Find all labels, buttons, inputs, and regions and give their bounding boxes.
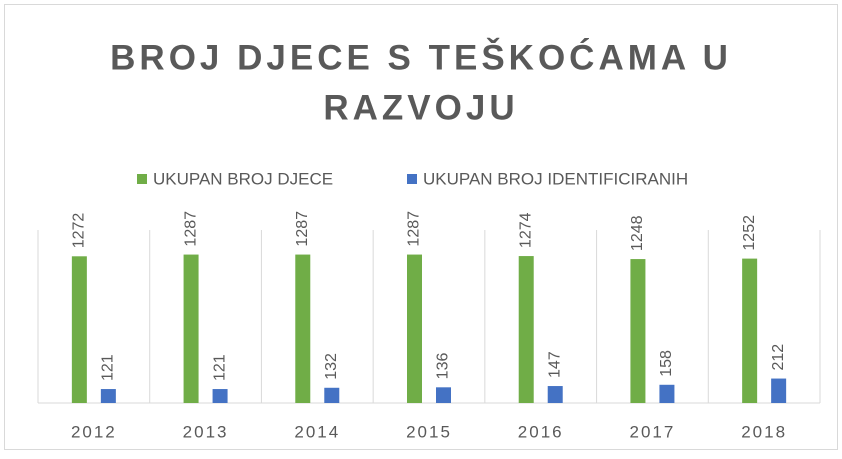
bar — [742, 258, 758, 403]
bar — [436, 387, 451, 403]
value-label: 158 — [658, 350, 675, 377]
value-label: 1287 — [406, 211, 423, 247]
value-label: 1274 — [517, 212, 534, 248]
bar — [100, 389, 116, 403]
bar — [407, 254, 422, 403]
bar — [518, 256, 534, 403]
bar — [183, 254, 199, 403]
x-tick-label: 2014 — [294, 422, 340, 441]
x-tick-label: 2016 — [518, 422, 564, 441]
value-label: 1272 — [71, 213, 88, 249]
value-label: 212 — [770, 344, 787, 371]
legend-swatch — [407, 174, 417, 184]
value-label: 121 — [100, 354, 117, 381]
bar — [324, 387, 340, 403]
bar — [71, 256, 87, 403]
bar — [659, 384, 675, 403]
value-label: 1287 — [182, 211, 199, 247]
value-label: 1252 — [741, 215, 758, 251]
legend-label: UKUPAN BROJ IDENTIFICIRANIH — [423, 169, 688, 188]
bar — [212, 389, 228, 403]
bar — [630, 259, 646, 403]
x-tick-label: 2017 — [630, 422, 676, 441]
legend-swatch — [137, 174, 147, 184]
x-tick-label: 2012 — [71, 422, 117, 441]
bar — [771, 378, 787, 403]
value-label: 121 — [211, 354, 228, 381]
value-label: 132 — [323, 353, 340, 380]
x-tick-label: 2013 — [183, 422, 229, 441]
bar — [295, 254, 311, 403]
bar — [547, 386, 563, 403]
chart-title: BROJ DJECE S TEŠKOĆAMA U — [110, 37, 732, 77]
value-label: 147 — [546, 351, 563, 378]
x-tick-label: 2015 — [406, 422, 452, 441]
value-label: 1287 — [294, 211, 311, 247]
value-label: 1248 — [629, 215, 646, 251]
legend-label: UKUPAN BROJ DJECE — [153, 169, 333, 188]
value-label: 136 — [435, 353, 452, 380]
chart-title: RAZVOJU — [323, 88, 518, 127]
x-tick-label: 2018 — [741, 422, 787, 441]
